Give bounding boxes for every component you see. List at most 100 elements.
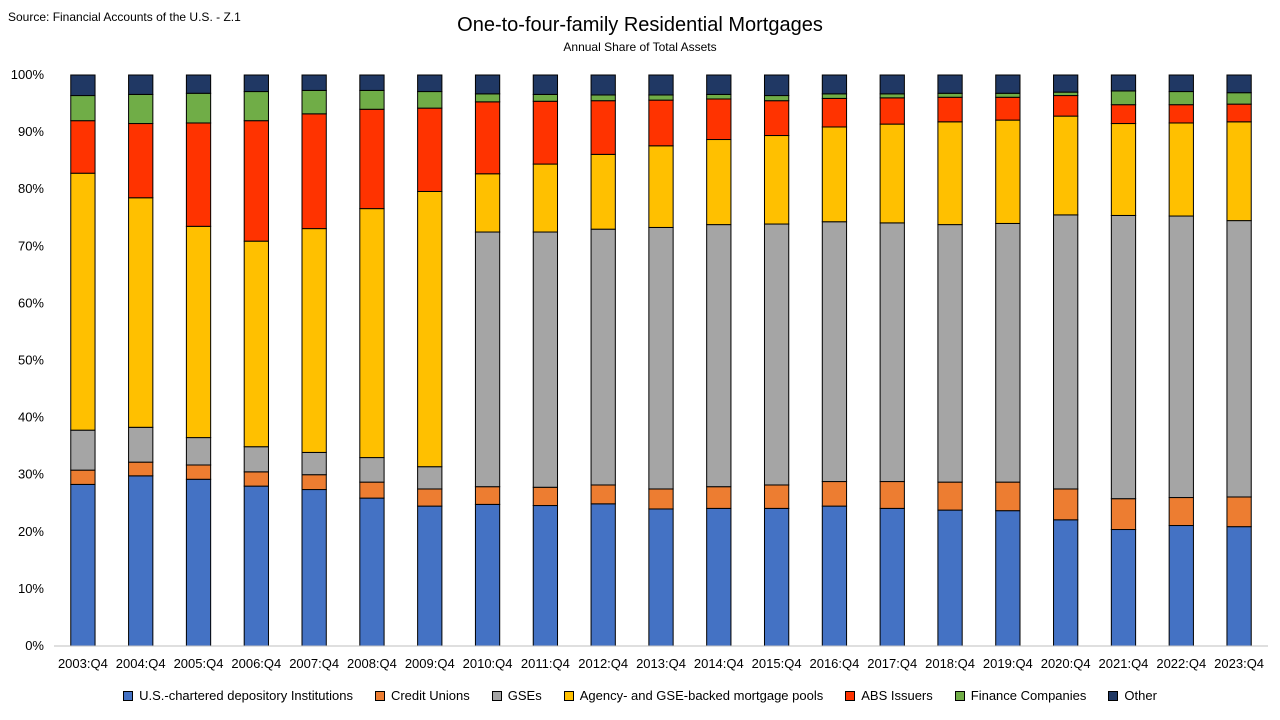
y-tick-label: 90% [18, 124, 44, 139]
bar-segment [763, 223, 790, 486]
bar-segment [995, 119, 1021, 224]
bar-stack [243, 74, 269, 647]
bar-segment [70, 120, 96, 174]
bar-segment [1168, 74, 1194, 93]
bar-segment [301, 489, 327, 647]
bar-stack [1168, 74, 1194, 647]
legend-label: ABS Issuers [861, 688, 933, 703]
legend-label: Agency- and GSE-backed mortgage pools [579, 688, 824, 703]
bar-segment [532, 163, 559, 233]
bar-segment [763, 95, 790, 102]
bar-stack [474, 74, 501, 647]
chart-subtitle: Annual Share of Total Assets [563, 40, 717, 54]
bar-segment [706, 139, 732, 226]
bar-segment [1053, 115, 1079, 216]
bar-segment [763, 74, 790, 97]
bar-segment [1226, 496, 1252, 528]
legend-swatch [563, 690, 574, 701]
bar-segment [590, 74, 616, 96]
bar-segment [763, 135, 790, 225]
bar-segment [70, 74, 96, 97]
bar-segment [879, 507, 905, 647]
bar-stack [821, 74, 848, 647]
bar-segment [243, 485, 269, 647]
bar-segment [474, 503, 501, 647]
x-axis: 2003:Q4 2004:Q4 2005:Q4 2006:Q4 2007:Q4 2008:… [54, 645, 1268, 671]
legend-label: GSEs [507, 688, 542, 703]
bar-stack [706, 74, 732, 647]
bar-segment [1226, 103, 1252, 123]
bar-segment [1110, 123, 1137, 216]
legend-label: Other [1124, 688, 1157, 703]
bar-segment [128, 461, 154, 477]
y-tick-label: 60% [18, 295, 44, 310]
y-tick-label: 70% [18, 238, 44, 253]
bar-segment [1110, 74, 1137, 92]
y-tick-label: 80% [18, 181, 44, 196]
bar-stack [301, 74, 327, 647]
bar-segment [590, 94, 616, 102]
bar-segment [648, 145, 674, 228]
bar-segment [1110, 214, 1137, 500]
bar-segment [1053, 95, 1079, 117]
x-tick-label: 2008:Q4 [347, 656, 397, 671]
source-note: Source: Financial Accounts of the U.S. -… [8, 10, 241, 24]
bar-segment [301, 113, 327, 230]
x-tick-label: 2004:Q4 [116, 656, 166, 671]
bar-segment [590, 100, 616, 155]
bar-segment [706, 486, 732, 509]
bar-segment [821, 97, 848, 128]
bars [70, 74, 1252, 647]
bar-segment [417, 488, 443, 507]
bar-segment [417, 505, 443, 647]
bar-segment [1110, 529, 1137, 647]
bar-stack [995, 74, 1021, 647]
x-tick-label: 2023:Q4 [1214, 656, 1264, 671]
bar-segment [70, 469, 96, 485]
bar-segment [359, 457, 385, 483]
y-tick-label: 10% [18, 581, 44, 596]
bar-segment [128, 74, 154, 95]
bar-segment [417, 466, 443, 490]
bar-segment [821, 505, 848, 647]
bar-segment [1110, 104, 1137, 125]
legend-label: Credit Unions [390, 688, 470, 703]
legend: U.S.-chartered depository Institutions Cr… [0, 688, 1280, 703]
bar-segment [128, 475, 154, 647]
legend-swatch [1108, 690, 1119, 701]
bar-segment [995, 74, 1021, 94]
bar-segment [474, 101, 501, 175]
bar-segment [185, 92, 212, 124]
x-tick-label: 2006:Q4 [231, 656, 281, 671]
bar-segment [879, 481, 905, 509]
bar-segment [763, 484, 790, 509]
bar-segment [474, 74, 501, 95]
bar-segment [1168, 104, 1194, 124]
legend-label: U.S.-chartered depository Institutions [139, 688, 353, 703]
bar-segment [474, 486, 501, 505]
bar-segment [243, 240, 269, 448]
bar-segment [1110, 90, 1137, 106]
bar-segment [243, 91, 269, 122]
bar-segment [301, 474, 327, 491]
bar-segment [474, 231, 501, 488]
x-tick-label: 2010:Q4 [463, 656, 513, 671]
bar-segment [532, 505, 559, 647]
bar-segment [474, 173, 501, 233]
x-tick-label: 2003:Q4 [58, 656, 108, 671]
bar-stack [879, 74, 905, 647]
legend-swatch [491, 690, 502, 701]
x-tick-label: 2013:Q4 [636, 656, 686, 671]
bar-segment [185, 464, 212, 480]
x-tick-label: 2005:Q4 [174, 656, 224, 671]
legend-item: Finance Companies [954, 688, 1086, 703]
bar-segment [648, 99, 674, 147]
bar-segment [995, 96, 1021, 121]
bar-segment [1168, 122, 1194, 217]
bar-segment [590, 484, 616, 505]
legend-item: GSEs [491, 688, 542, 703]
x-tick-label: 2018:Q4 [925, 656, 975, 671]
bar-segment [1053, 91, 1079, 97]
bar-segment [648, 508, 674, 647]
